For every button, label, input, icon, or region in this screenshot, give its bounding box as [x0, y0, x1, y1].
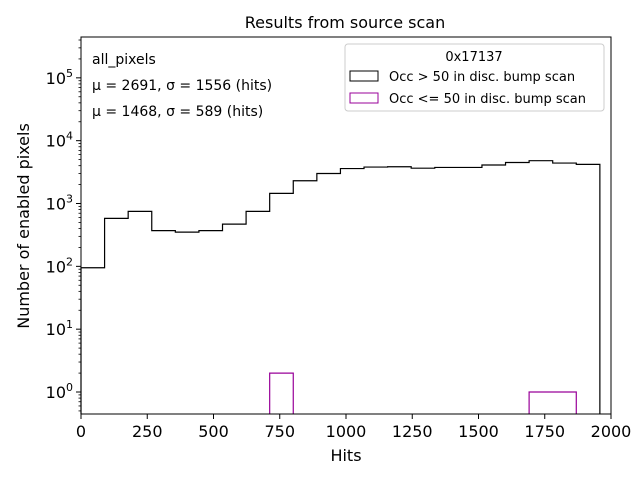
y-axis-label: Number of enabled pixels — [14, 123, 33, 329]
x-tick-label: 1000 — [326, 422, 367, 441]
y-tick-label: 100 — [46, 381, 73, 402]
chart-title: Results from source scan — [245, 13, 445, 32]
x-tick-label: 2000 — [591, 422, 632, 441]
legend-title: 0x17137 — [445, 50, 502, 65]
annotation-stats-black: μ = 2691, σ = 1556 (hits) — [92, 78, 272, 94]
plot-area — [80, 160, 601, 414]
legend-label-occ-le-50: Occ <= 50 in disc. bump scan — [389, 92, 586, 107]
y-tick-label: 102 — [46, 255, 73, 276]
legend: 0x17137 Occ > 50 in disc. bump scan Occ … — [344, 43, 605, 112]
series-occ-le-50 — [269, 372, 577, 414]
x-tick-label: 1250 — [392, 422, 433, 441]
y-tick-label: 101 — [46, 318, 73, 339]
y-tick-label: 104 — [46, 130, 73, 151]
y-tick-label: 103 — [46, 193, 73, 214]
x-tick-label: 1500 — [458, 422, 499, 441]
histogram-step-occ-le-50 — [269, 372, 294, 414]
series-occ-gt-50 — [80, 160, 601, 414]
legend-swatch-occ-gt-50 — [349, 70, 379, 82]
x-tick-label: 1750 — [524, 422, 565, 441]
annotation-group-label: all_pixels — [92, 52, 156, 68]
x-tick-label: 500 — [198, 422, 229, 441]
histogram-step-occ-le-50 — [528, 391, 577, 414]
x-axis-ticks: 0 250 500 750 1000 1250 1500 1750 2000 — [76, 414, 631, 441]
legend-frame — [344, 43, 605, 112]
x-axis-label: Hits — [330, 446, 361, 465]
x-tick-label: 0 — [76, 422, 86, 441]
y-tick-label: 105 — [46, 67, 73, 88]
legend-label-occ-gt-50: Occ > 50 in disc. bump scan — [389, 70, 575, 85]
x-tick-label: 250 — [132, 422, 163, 441]
legend-swatch-occ-le-50 — [349, 92, 379, 104]
histogram-step-occ-gt-50 — [80, 160, 601, 414]
y-axis-ticks: 100 101 102 103 104 105 — [46, 39, 81, 412]
annotation-stats-purple: μ = 1468, σ = 589 (hits) — [92, 104, 263, 120]
x-tick-label: 750 — [264, 422, 295, 441]
